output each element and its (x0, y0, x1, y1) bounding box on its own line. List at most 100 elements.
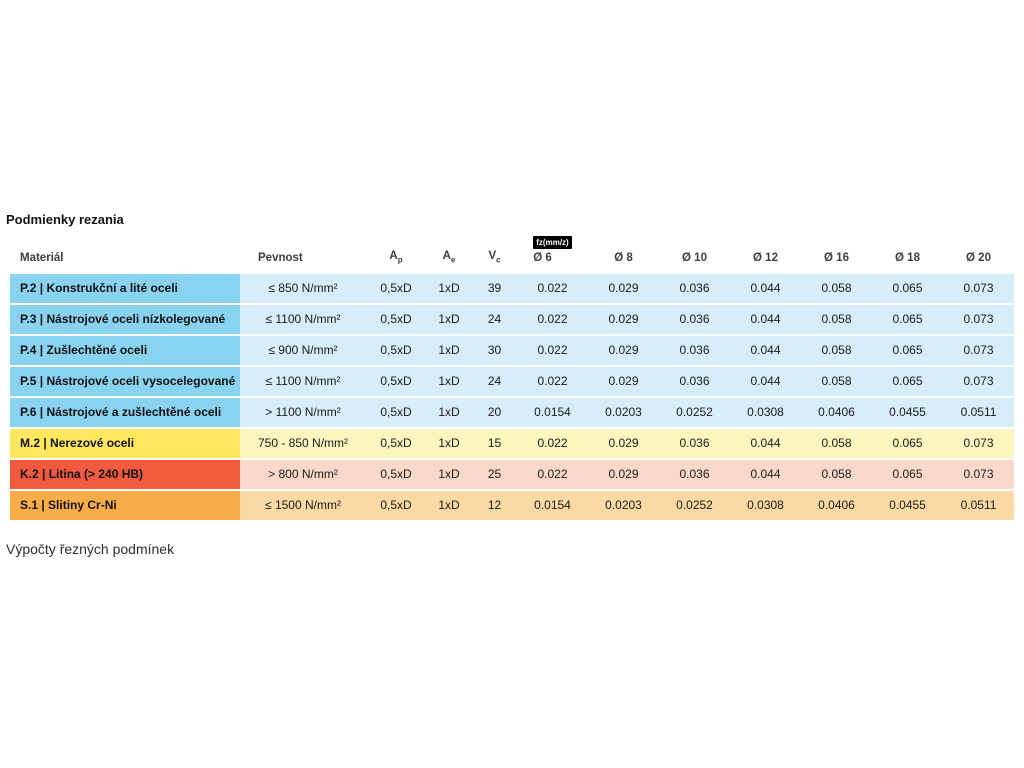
fz-cell-dia-10: 0.0252 (659, 398, 730, 427)
fz-cell-dia-8: 0.0203 (588, 491, 659, 520)
fz-cell-dia-16: 0.0406 (801, 398, 872, 427)
fz-cell-dia-12: 0.044 (730, 274, 801, 303)
fz-cell-dia-10: 0.0252 (659, 491, 730, 520)
fz-cell-dia-18: 0.065 (872, 429, 943, 458)
fz-cell-dia-8: 0.029 (588, 367, 659, 396)
pevnost-cell: ≤ 1500 N/mm² (240, 491, 366, 520)
fz-cell-dia-18: 0.065 (872, 305, 943, 334)
col-header-material: Materiál (20, 252, 64, 264)
fz-cell-dia-8: 0.029 (588, 429, 659, 458)
fz-cell-dia-18: 0.065 (872, 274, 943, 303)
fz-cell-dia-12: 0.044 (730, 305, 801, 334)
vc-cell: 24 (472, 305, 517, 334)
fz-cell-dia-10: 0.036 (659, 460, 730, 489)
fz-cell-dia-6: 0.0154 (517, 491, 588, 520)
fz-unit-badge: fz(mm/z) (533, 236, 572, 249)
fz-cell-dia-8: 0.029 (588, 274, 659, 303)
ae-cell: 1xD (426, 429, 472, 458)
table-row: K.2 | Litina (> 240 HB) > 800 N/mm² 0,5xD 1… (10, 460, 1014, 489)
col-header-ae: Ae (426, 250, 472, 265)
col-header-dia-16: Ø 16 (824, 252, 849, 264)
vc-subscript: c (496, 255, 501, 264)
page-title: Podmienky rezania (6, 212, 124, 227)
pevnost-cell: ≤ 850 N/mm² (240, 274, 366, 303)
fz-cell-dia-16: 0.058 (801, 274, 872, 303)
fz-cell-dia-18: 0.0455 (872, 398, 943, 427)
table-row: P.4 | Zušlechtěné oceli ≤ 900 N/mm² 0,5xD 1… (10, 336, 1014, 365)
vc-cell: 12 (472, 491, 517, 520)
material-cell: P.3 | Nástrojové oceli nízkolegované (10, 305, 240, 334)
table-row: P.5 | Nástrojové oceli vysocelegované ≤ 1… (10, 367, 1014, 396)
vc-cell: 25 (472, 460, 517, 489)
ap-symbol: A (389, 249, 398, 262)
fz-cell-dia-6: 0.022 (517, 305, 588, 334)
ae-subscript: e (450, 255, 456, 264)
material-cell: P.2 | Konstrukční a lité oceli (10, 274, 240, 303)
table-body: P.2 | Konstrukční a lité oceli ≤ 850 N/mm… (10, 274, 1014, 520)
col-header-dia-12: Ø 12 (753, 252, 778, 264)
vc-cell: 39 (472, 274, 517, 303)
pevnost-cell: ≤ 900 N/mm² (240, 336, 366, 365)
ae-cell: 1xD (426, 491, 472, 520)
fz-cell-dia-12: 0.044 (730, 460, 801, 489)
vc-cell: 20 (472, 398, 517, 427)
fz-cell-dia-18: 0.065 (872, 460, 943, 489)
ae-cell: 1xD (426, 460, 472, 489)
col-header-vc: Vc (472, 250, 517, 265)
pevnost-cell: ≤ 1100 N/mm² (240, 305, 366, 334)
ap-cell: 0,5xD (366, 274, 426, 303)
fz-cell-dia-20: 0.073 (943, 274, 1014, 303)
fz-cell-dia-20: 0.0511 (943, 491, 1014, 520)
material-cell: M.2 | Nerezové oceli (10, 429, 240, 458)
dia-6-label: Ø 6 (533, 252, 552, 264)
ap-cell: 0,5xD (366, 305, 426, 334)
fz-cell-dia-10: 0.036 (659, 274, 730, 303)
fz-cell-dia-16: 0.058 (801, 367, 872, 396)
fz-cell-dia-10: 0.036 (659, 429, 730, 458)
vc-cell: 30 (472, 336, 517, 365)
ae-cell: 1xD (426, 367, 472, 396)
material-cell: P.4 | Zušlechtěné oceli (10, 336, 240, 365)
fz-cell-dia-12: 0.044 (730, 429, 801, 458)
fz-cell-dia-6: 0.022 (517, 367, 588, 396)
fz-cell-dia-20: 0.0511 (943, 398, 1014, 427)
ae-cell: 1xD (426, 336, 472, 365)
fz-cell-dia-20: 0.073 (943, 305, 1014, 334)
fz-cell-dia-20: 0.073 (943, 367, 1014, 396)
fz-cell-dia-16: 0.0406 (801, 491, 872, 520)
fz-cell-dia-10: 0.036 (659, 305, 730, 334)
fz-cell-dia-6: 0.0154 (517, 398, 588, 427)
col-header-ap: Ap (366, 250, 426, 265)
fz-cell-dia-8: 0.029 (588, 305, 659, 334)
fz-cell-dia-12: 0.044 (730, 367, 801, 396)
table-row: P.3 | Nástrojové oceli nízkolegované ≤ 11… (10, 305, 1014, 334)
fz-cell-dia-16: 0.058 (801, 429, 872, 458)
col-header-dia-6: fz(mm/z) Ø 6 (517, 236, 588, 265)
fz-cell-dia-6: 0.022 (517, 274, 588, 303)
fz-cell-dia-12: 0.0308 (730, 491, 801, 520)
table-row: M.2 | Nerezové oceli 750 - 850 N/mm² 0,5xD… (10, 429, 1014, 458)
fz-cell-dia-18: 0.0455 (872, 491, 943, 520)
fz-cell-dia-10: 0.036 (659, 336, 730, 365)
table-row: P.2 | Konstrukční a lité oceli ≤ 850 N/mm… (10, 274, 1014, 303)
table-row: S.1 | Slitiny Cr-Ni ≤ 1500 N/mm² 0,5xD 1xD 1… (10, 491, 1014, 520)
ap-cell: 0,5xD (366, 336, 426, 365)
fz-cell-dia-18: 0.065 (872, 367, 943, 396)
col-header-dia-20: Ø 20 (966, 252, 991, 264)
pevnost-cell: > 800 N/mm² (240, 460, 366, 489)
fz-cell-dia-10: 0.036 (659, 367, 730, 396)
fz-cell-dia-18: 0.065 (872, 336, 943, 365)
col-header-dia-8: Ø 8 (614, 252, 633, 264)
vc-cell: 15 (472, 429, 517, 458)
col-header-dia-10: Ø 10 (682, 252, 707, 264)
fz-cell-dia-6: 0.022 (517, 336, 588, 365)
fz-cell-dia-20: 0.073 (943, 460, 1014, 489)
material-cell: K.2 | Litina (> 240 HB) (10, 460, 240, 489)
fz-cell-dia-16: 0.058 (801, 336, 872, 365)
ap-subscript: p (397, 255, 403, 264)
ae-cell: 1xD (426, 305, 472, 334)
pevnost-cell: > 1100 N/mm² (240, 398, 366, 427)
ae-cell: 1xD (426, 398, 472, 427)
ap-cell: 0,5xD (366, 491, 426, 520)
ap-cell: 0,5xD (366, 429, 426, 458)
